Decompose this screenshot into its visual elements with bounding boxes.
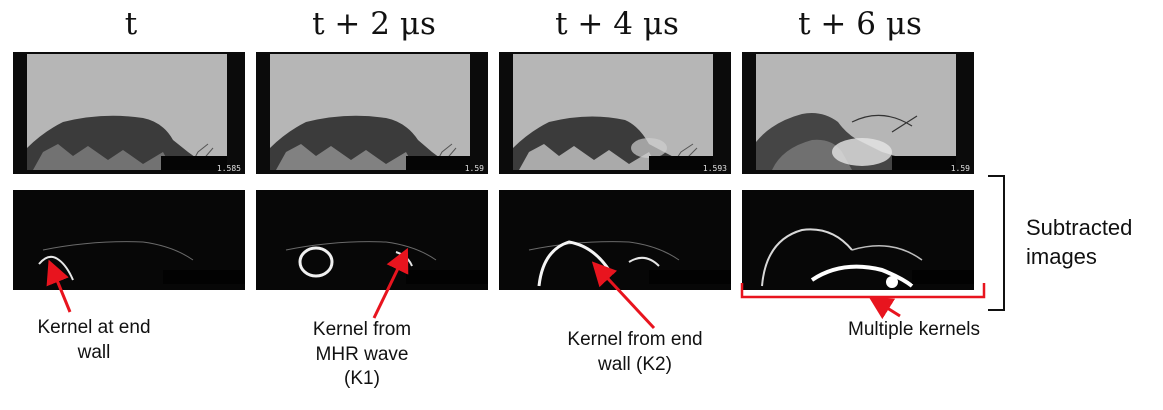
raw-frame-3: 1.593 <box>499 52 731 174</box>
subtracted-frame-2-image <box>256 190 488 290</box>
raw-frame-4: 1.59 <box>742 52 974 174</box>
subtracted-frame-3 <box>499 190 731 290</box>
raw-frame-4-image <box>742 52 974 174</box>
label-kernel-end-wall-k2: Kernel from end wall (K2) <box>567 329 703 375</box>
raw-frame-2-image <box>256 52 488 174</box>
bracket-subtracted-images <box>988 175 1005 311</box>
column-title-t: t <box>124 6 138 42</box>
scale-readout: 1.59 <box>464 164 484 173</box>
label-kernel-mhr-wave: Kernel from MHR wave (K1) <box>312 319 412 390</box>
raw-frame-2: 1.59 <box>256 52 488 174</box>
subtracted-images-label: Subtracted images <box>1026 215 1133 269</box>
scale-readout: 1.585 <box>216 164 241 173</box>
label-multiple-kernels: Multiple kernels <box>848 319 980 340</box>
raw-frame-1-image <box>13 52 245 174</box>
column-title-t-plus-4us: t + 4 μs <box>555 6 679 42</box>
scale-readout: 1.59 <box>950 164 970 173</box>
subtracted-frame-1 <box>13 190 245 290</box>
raw-frame-1: 1.585 <box>13 52 245 174</box>
subtracted-frame-1-image <box>13 190 245 290</box>
subtracted-frame-4 <box>742 190 974 290</box>
label-kernel-at-end-wall: Kernel at end wall <box>37 317 151 363</box>
subtracted-frame-2 <box>256 190 488 290</box>
raw-frame-3-image <box>499 52 731 174</box>
subtracted-frame-4-image <box>742 190 974 290</box>
scale-readout: 1.593 <box>702 164 727 173</box>
column-title-t-plus-6us: t + 6 μs <box>798 6 922 42</box>
subtracted-frame-3-image <box>499 190 731 290</box>
column-title-t-plus-2us: t + 2 μs <box>312 6 436 42</box>
arrow-multiple-kernels <box>868 296 901 320</box>
